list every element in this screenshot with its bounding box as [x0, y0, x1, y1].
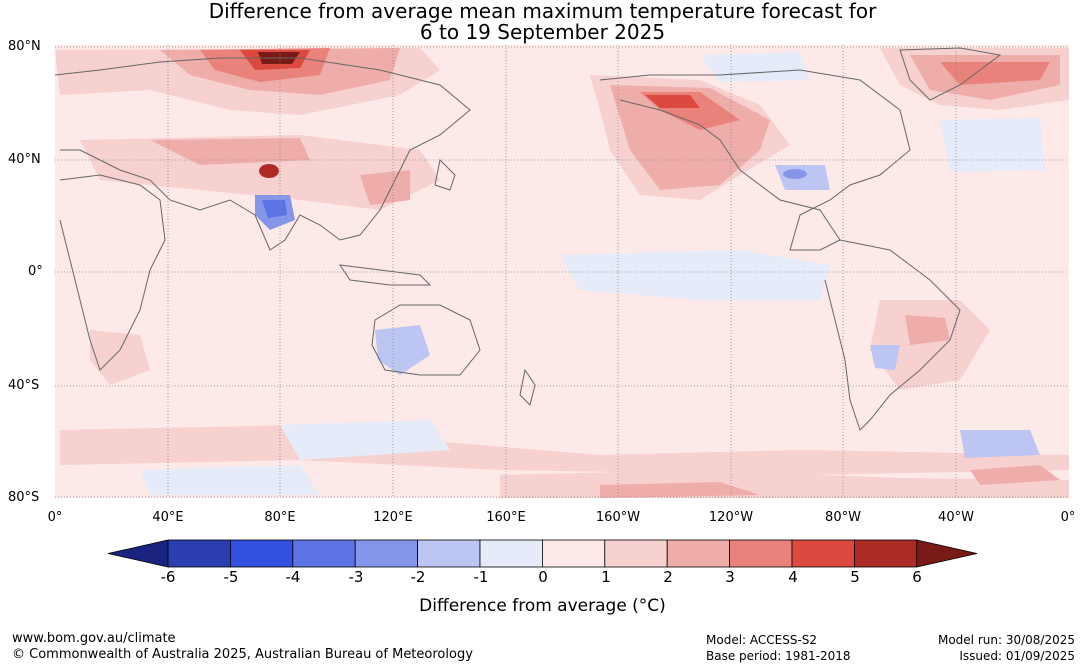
- footer-website[interactable]: www.bom.gov.au/climate: [12, 631, 176, 646]
- colorbar-segment: [292, 539, 356, 568]
- warm-anomaly-china: [360, 170, 410, 205]
- colorbar-arrow-high: [916, 539, 978, 568]
- lat-label-equator: 0°: [28, 264, 43, 279]
- coastline-africa: [59, 174, 166, 371]
- hot-anomaly-tibet: [259, 164, 279, 178]
- coastline-eurasia: [54, 57, 471, 251]
- gridlines: [55, 45, 1069, 498]
- colorbar-arrow-low: [107, 539, 169, 568]
- colorbar-segment: [167, 539, 231, 568]
- lon-label-160w: 160°W: [595, 510, 641, 525]
- coastline-greenland: [899, 47, 1002, 101]
- lon-label-160e: 160°E: [486, 510, 526, 525]
- colorbar-segment: [729, 539, 793, 568]
- colorbar-tick: 4: [788, 568, 798, 586]
- warm-anomaly-alaska: [610, 85, 770, 190]
- footer-model-run: Model run: 30/08/2025: [937, 633, 1075, 647]
- lat-label-40s: 40°S: [8, 378, 40, 393]
- cool-anomaly-australia: [375, 325, 430, 375]
- colorbar-tick: 3: [725, 568, 735, 586]
- warm-anomaly-southern-ocean: [600, 482, 760, 498]
- colorbar-tick: 5: [850, 568, 860, 586]
- lat-label-40n: 40°N: [8, 152, 41, 167]
- colorbar-tick: 2: [663, 568, 673, 586]
- map-title-line1: Difference from average mean maximum tem…: [208, 0, 877, 23]
- colorbar-tick: 1: [601, 568, 611, 586]
- footer-model: Model: ACCESS-S2: [706, 633, 818, 647]
- warm-anomaly-africa: [90, 330, 150, 385]
- colorbar-tick: -2: [410, 568, 426, 586]
- colorbar-tick: -6: [160, 568, 176, 586]
- colorbar-segment: [542, 539, 606, 568]
- map-panel: [55, 45, 1069, 498]
- colorbar-label: Difference from average (°C): [419, 596, 666, 616]
- coastline-south-america: [824, 239, 961, 431]
- colorbar-segment: [791, 539, 855, 568]
- colorbar-tick: 0: [538, 568, 548, 586]
- colorbar-segment: [479, 539, 543, 568]
- lat-label-80n: 80°N: [8, 39, 41, 54]
- colorbar: [107, 539, 978, 568]
- warm-anomaly-southern-atlantic-cell: [905, 315, 950, 345]
- warm-anomaly-south-atlantic: [870, 300, 990, 390]
- colorbar-tick: -5: [223, 568, 239, 586]
- coastline-japan: [434, 158, 456, 191]
- cool-anomaly-southern-indian-ocean: [280, 420, 450, 460]
- coastline-north-america: [599, 69, 911, 251]
- footer-base-period: Base period: 1981-2018: [706, 649, 851, 663]
- coastline-australia: [371, 304, 481, 376]
- cool-anomaly-north-atlantic: [940, 118, 1045, 172]
- colorbar-tick: -4: [285, 568, 301, 586]
- footer-copyright: © Commonwealth of Australia 2025, Austra…: [12, 647, 473, 662]
- lon-label-0-east: 0°: [1060, 510, 1076, 525]
- colorbar-segment: [354, 539, 419, 568]
- anomaly-fields: [55, 48, 1069, 498]
- coastline-new-zealand: [519, 368, 536, 406]
- coastline-indonesia: [338, 264, 432, 286]
- colorbar-segment: [417, 539, 481, 568]
- warm-anomaly-central-asia: [150, 138, 310, 165]
- footer-issued: Issued: 01/09/2025: [959, 649, 1075, 663]
- cool-anomaly-north-america-core: [783, 169, 807, 179]
- map-title-line2: 6 to 19 September 2025: [419, 20, 666, 44]
- colorbar-segment: [666, 539, 731, 568]
- lat-label-80s: 80°S: [8, 490, 40, 505]
- lon-label-120e: 120°E: [373, 510, 413, 525]
- cool-anomaly-south-indian-ocean-east: [140, 465, 320, 495]
- hot-anomaly-alaska: [645, 95, 700, 108]
- colorbar-tick: -1: [473, 568, 489, 586]
- colorbar-tick: 6: [912, 568, 922, 586]
- colorbar-tick: -3: [348, 568, 364, 586]
- coastlines: [54, 47, 1002, 431]
- cool-anomaly-south-atlantic: [960, 430, 1040, 458]
- lon-label-80w: 80°W: [825, 510, 861, 525]
- lon-label-40e: 40°E: [152, 510, 184, 525]
- cool-anomaly-india-core: [262, 200, 287, 218]
- warm-anomaly-south-pacific-east: [970, 465, 1060, 485]
- colorbar-segment: [229, 539, 294, 568]
- lon-label-80e: 80°E: [264, 510, 296, 525]
- cool-anomaly-south-america: [870, 345, 900, 370]
- lon-label-40w: 40°W: [938, 510, 974, 525]
- cool-anomaly-equatorial-pacific: [560, 250, 830, 300]
- colorbar-segment: [854, 539, 918, 568]
- lon-label-120w: 120°W: [708, 510, 754, 525]
- lon-label-0: 0°: [47, 510, 63, 525]
- colorbar-segment: [604, 539, 668, 568]
